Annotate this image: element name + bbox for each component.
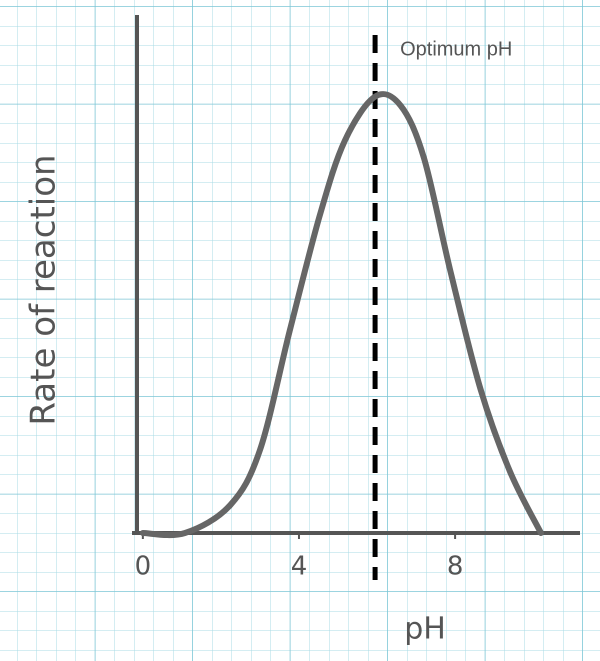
curve xyxy=(139,91,544,539)
x-tick-label: 0 xyxy=(135,552,152,582)
y-axis-label: Rate of reaction xyxy=(24,154,64,425)
annotation: Optimum pH xyxy=(400,38,512,60)
x-axis-label: pH xyxy=(404,612,446,647)
x-tick-label: 8 xyxy=(447,552,464,582)
x-tick-label: 4 xyxy=(291,552,308,582)
